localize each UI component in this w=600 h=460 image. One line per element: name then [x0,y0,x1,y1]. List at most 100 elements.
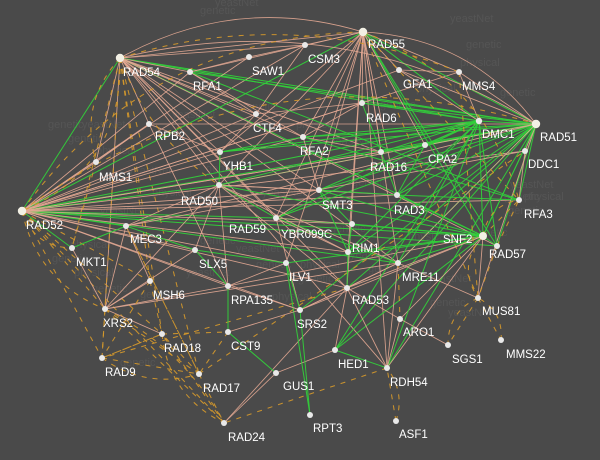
node-rad17[interactable] [196,371,202,377]
node-layer[interactable] [17,27,541,426]
node-rad16[interactable] [378,149,384,155]
edge-predicted [397,262,401,320]
edge-physical [275,217,349,253]
node-ybr099c[interactable] [349,221,355,227]
node-dmc1[interactable] [475,117,483,125]
edge-physical [477,235,484,299]
edge-genetic [347,223,353,253]
edge-physical [119,57,382,153]
edge-genetic [21,210,277,219]
node-cpa2[interactable] [422,142,428,148]
node-rad18[interactable] [159,331,165,337]
edge-genetic [227,331,277,374]
node-ddc1[interactable] [522,148,528,154]
edge-genetic [478,120,537,125]
edge-predicted [458,71,479,299]
edge-genetic [119,57,480,122]
node-mkt1[interactable] [69,245,75,251]
edge-physical [189,71,257,115]
node-label-rad17: RAD17 [203,383,240,395]
node-csm3[interactable] [302,42,308,48]
edge-physical [21,113,257,212]
arc-edge-predicted [386,367,400,422]
edge-physical [189,56,250,73]
node-mms1[interactable] [93,159,99,165]
edge-genetic [194,249,229,287]
node-label-mkt1: MKT1 [76,257,107,269]
node-mre11[interactable] [395,260,401,266]
node-srs2[interactable] [297,307,303,313]
edge-predicted [223,367,388,424]
node-rad52[interactable] [17,206,27,216]
node-slx5[interactable] [192,247,198,253]
node-snf2[interactable] [479,232,487,240]
node-ilv1[interactable] [283,260,289,266]
node-label-rad50: RAD50 [181,196,218,208]
node-rdh54[interactable] [384,365,390,371]
node-sgs1[interactable] [445,342,451,348]
node-cst9[interactable] [225,329,231,335]
edge-physical [362,31,398,196]
node-label-mms1: MMS1 [99,172,132,184]
node-asf1[interactable] [393,418,399,424]
edge-genetic [285,262,301,311]
node-rim1[interactable] [345,249,351,255]
node-gus1[interactable] [273,370,279,376]
edge-physical [346,235,484,289]
node-label-rad24: RAD24 [228,432,266,444]
node-label-ctf4: CTF4 [253,123,282,135]
edge-physical [194,184,220,251]
edge-physical [21,44,306,212]
node-mms22[interactable] [498,337,504,343]
node-rad59[interactable] [273,215,279,221]
edge-genetic [361,102,537,125]
edge-physical [275,31,364,219]
node-hed1[interactable] [332,347,338,353]
node-mec3[interactable] [123,223,129,229]
edge-predicted [161,333,225,424]
node-rad50[interactable] [216,182,222,188]
node-rad55[interactable] [358,27,368,37]
edge-genetic [218,184,277,219]
node-label-rpa135: RPA135 [231,295,273,307]
node-aro1[interactable] [397,316,403,322]
node-xrs2[interactable] [102,306,108,312]
node-label-rfa1: RFA1 [193,81,222,93]
node-rfa1[interactable] [187,69,193,75]
node-rpt3[interactable] [307,412,313,418]
edge-genetic [361,102,480,122]
node-label-gfa1: GFA1 [403,79,432,91]
edge-genetic [334,349,388,369]
node-rad24[interactable] [221,420,227,426]
edge-physical [104,262,399,310]
node-mms4[interactable] [456,69,462,75]
node-rad54[interactable] [115,53,125,63]
edge-genetic [219,136,304,153]
node-rad9[interactable] [99,355,105,361]
node-rad57[interactable] [494,243,500,249]
node-rfa3[interactable] [516,197,522,203]
node-msh6[interactable] [147,278,153,284]
edge-physical [227,309,301,333]
node-gfa1[interactable] [396,67,402,73]
node-rpa135[interactable] [225,283,231,289]
node-label-rfa3: RFA3 [524,209,553,221]
edge-physical [223,372,277,424]
node-rad51[interactable] [531,119,541,129]
edge-physical [386,235,484,369]
node-label-saw1: SAW1 [252,66,284,78]
node-ctf4[interactable] [253,111,259,117]
node-rpb2[interactable] [146,121,152,127]
edge-physical [275,349,336,374]
node-rad53[interactable] [344,285,350,291]
node-smt3[interactable] [316,187,322,193]
edge-physical [255,44,306,115]
node-saw1[interactable] [246,54,252,60]
node-yhb1[interactable] [217,149,223,155]
node-rad6[interactable] [359,100,365,106]
edge-genetic [478,120,484,237]
node-rfa2[interactable] [300,134,306,140]
edge-physical [119,57,348,289]
node-rad3[interactable] [394,192,400,198]
node-mus81[interactable] [475,295,481,301]
